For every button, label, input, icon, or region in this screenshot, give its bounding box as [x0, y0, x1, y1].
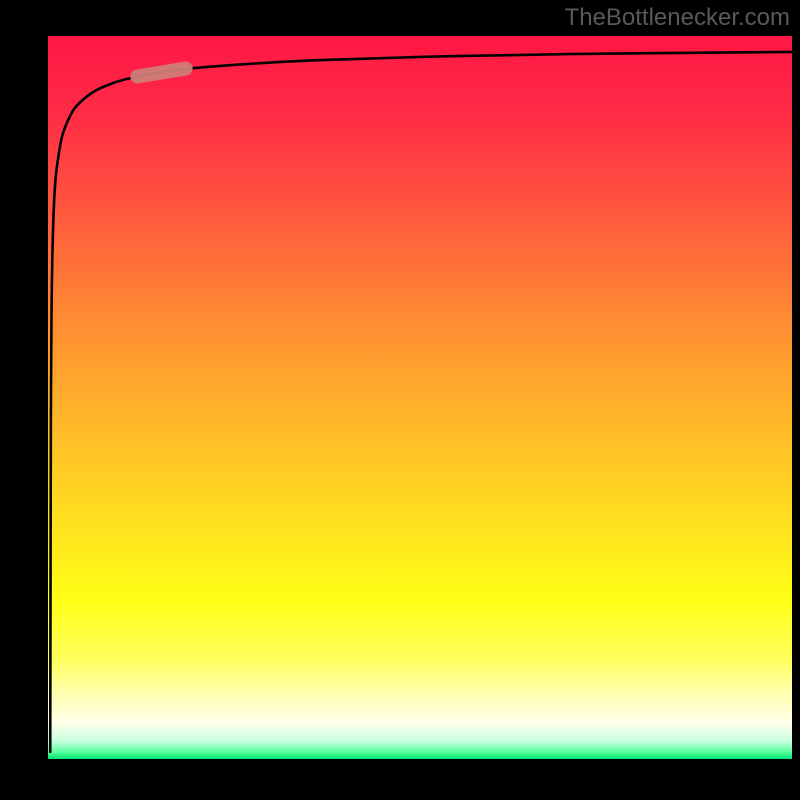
plot-svg [0, 0, 800, 800]
attribution-text: TheBottlenecker.com [565, 4, 790, 32]
gradient-background [48, 36, 792, 759]
highlight-marker [137, 69, 185, 77]
stage: TheBottlenecker.com [0, 0, 800, 800]
